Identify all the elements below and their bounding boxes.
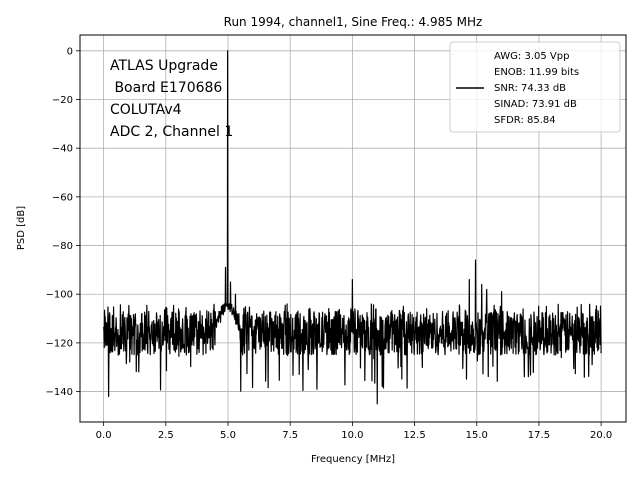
legend-box [449, 41, 621, 133]
legend-entry-awg: AWG: 3.05 Vpp [494, 51, 569, 62]
x-tick-label: 0.0 [96, 430, 112, 441]
x-tick-label: 15.0 [466, 430, 488, 441]
plot-frame [79, 34, 627, 423]
annotation-line-1: ATLAS Upgrade [110, 58, 218, 74]
x-tick-label: 20.0 [590, 430, 612, 441]
axis-ticks: 0.0 2.5 5.0 7.5 10.0 12.5 15.0 17.5 20.0 0 −20 −40 −… [46, 46, 613, 441]
x-tick-label: 7.5 [282, 430, 298, 441]
annotation-line-3: COLUTAv4 [110, 102, 182, 118]
grid [80, 35, 626, 422]
y-tick-label: −120 [46, 338, 73, 349]
y-tick-label: −40 [52, 144, 73, 155]
x-tick-label: 5.0 [220, 430, 236, 441]
legend-entry-sinad: SINAD: 73.91 dB [494, 99, 577, 110]
annotation-line-2: Board E170686 [110, 80, 222, 96]
y-tick-label: −80 [52, 241, 73, 252]
x-tick-label: 2.5 [158, 430, 174, 441]
legend: AWG: 3.05 Vpp ENOB: 11.99 bits SNR: 74.3… [449, 41, 621, 133]
psd-series [103, 50, 602, 405]
y-tick-label: −100 [46, 290, 73, 301]
legend-entry-snr: SNR: 74.33 dB [494, 83, 566, 94]
legend-entry-sfdr: SFDR: 85.84 [494, 115, 556, 126]
y-axis-label: PSD [dB] [16, 206, 27, 250]
y-tick-label: −20 [52, 95, 73, 106]
board-annotation: ATLAS Upgrade Board E170686 COLUTAv4 ADC… [110, 58, 233, 140]
y-tick-label: −140 [46, 387, 73, 398]
legend-entry-enob: ENOB: 11.99 bits [494, 67, 579, 78]
x-tick-label: 17.5 [528, 430, 550, 441]
y-tick-label: −60 [52, 192, 73, 203]
annotation-line-4: ADC 2, Channel 1 [110, 124, 233, 140]
x-axis-label: Frequency [MHz] [311, 454, 395, 465]
psd-line [103, 50, 602, 405]
chart-title: Run 1994, channel1, Sine Freq.: 4.985 MH… [224, 15, 483, 29]
x-tick-label: 10.0 [341, 430, 363, 441]
x-tick-label: 12.5 [403, 430, 425, 441]
y-tick-label: 0 [67, 46, 73, 57]
